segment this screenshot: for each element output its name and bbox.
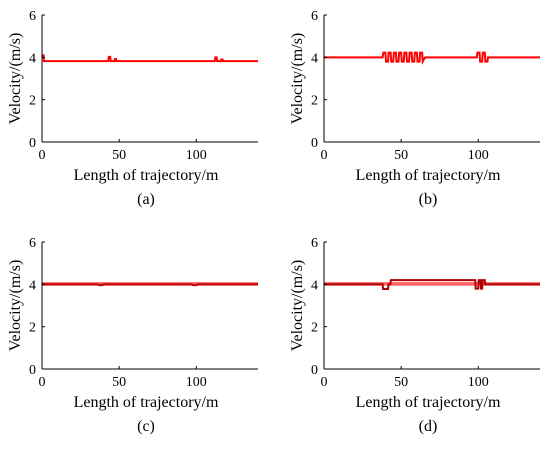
x-axis-label: Length of trajectory/m bbox=[356, 394, 501, 411]
y-axis-label: Velocity/(m/s) bbox=[289, 260, 306, 352]
panel-caption: (b) bbox=[419, 191, 438, 208]
x-tick-label: 0 bbox=[321, 375, 328, 390]
x-tick-label: 50 bbox=[112, 148, 126, 163]
x-tick-label: 0 bbox=[321, 148, 328, 163]
y-tick-label: 0 bbox=[311, 136, 318, 151]
panel-caption: (d) bbox=[419, 418, 438, 435]
x-tick-label: 100 bbox=[468, 148, 489, 163]
y-tick-label: 2 bbox=[311, 94, 318, 109]
y-tick-label: 6 bbox=[311, 236, 318, 251]
y-tick-label: 0 bbox=[311, 363, 318, 378]
series-line-1 bbox=[42, 54, 258, 63]
y-tick-label: 4 bbox=[311, 51, 318, 66]
plot-area bbox=[324, 15, 540, 142]
panel-2: 0 50 100 0 2 4 6 Length of trajectory/m Velocity… bbox=[289, 9, 540, 208]
y-axis-label: Velocity/(m/s) bbox=[289, 33, 306, 125]
y-axis-label: Velocity/(m/s) bbox=[7, 33, 24, 125]
series-line-1 bbox=[324, 51, 540, 66]
x-tick-label: 100 bbox=[468, 375, 489, 390]
x-tick-label: 100 bbox=[186, 148, 207, 163]
x-axis-label: Length of trajectory/m bbox=[74, 167, 219, 184]
panel-3: 0 50 100 0 2 4 6 Length of trajectory/m Velocity… bbox=[7, 236, 258, 435]
y-axis-label: Velocity/(m/s) bbox=[7, 260, 24, 352]
y-tick-label: 4 bbox=[29, 278, 36, 293]
series-line-2 bbox=[42, 283, 258, 287]
x-axis-label: Length of trajectory/m bbox=[74, 394, 219, 411]
plot-area bbox=[324, 242, 540, 369]
x-tick-label: 0 bbox=[39, 375, 46, 390]
plot-area bbox=[42, 242, 258, 369]
panel-caption: (a) bbox=[137, 191, 155, 208]
y-tick-label: 2 bbox=[311, 321, 318, 336]
y-tick-label: 0 bbox=[29, 363, 36, 378]
x-tick-label: 50 bbox=[112, 375, 126, 390]
y-tick-label: 2 bbox=[29, 94, 36, 109]
panel-1: 0 50 100 0 2 4 6 Length of trajectory/m Velocity… bbox=[7, 9, 258, 208]
y-tick-label: 6 bbox=[29, 236, 36, 251]
x-tick-label: 50 bbox=[394, 375, 408, 390]
plot-area bbox=[42, 15, 258, 142]
y-tick-label: 4 bbox=[29, 51, 36, 66]
y-tick-label: 6 bbox=[29, 9, 36, 24]
y-tick-label: 2 bbox=[29, 321, 36, 336]
panel-4: 0 50 100 0 2 4 6 Length of trajectory/m Velocity… bbox=[289, 236, 540, 435]
series-line-2 bbox=[324, 279, 540, 290]
x-tick-label: 100 bbox=[186, 375, 207, 390]
x-tick-label: 0 bbox=[39, 148, 46, 163]
y-tick-label: 4 bbox=[311, 278, 318, 293]
y-tick-label: 0 bbox=[29, 136, 36, 151]
x-tick-label: 50 bbox=[394, 148, 408, 163]
y-tick-label: 6 bbox=[311, 9, 318, 24]
panel-caption: (c) bbox=[137, 418, 155, 435]
x-axis-label: Length of trajectory/m bbox=[356, 167, 501, 184]
